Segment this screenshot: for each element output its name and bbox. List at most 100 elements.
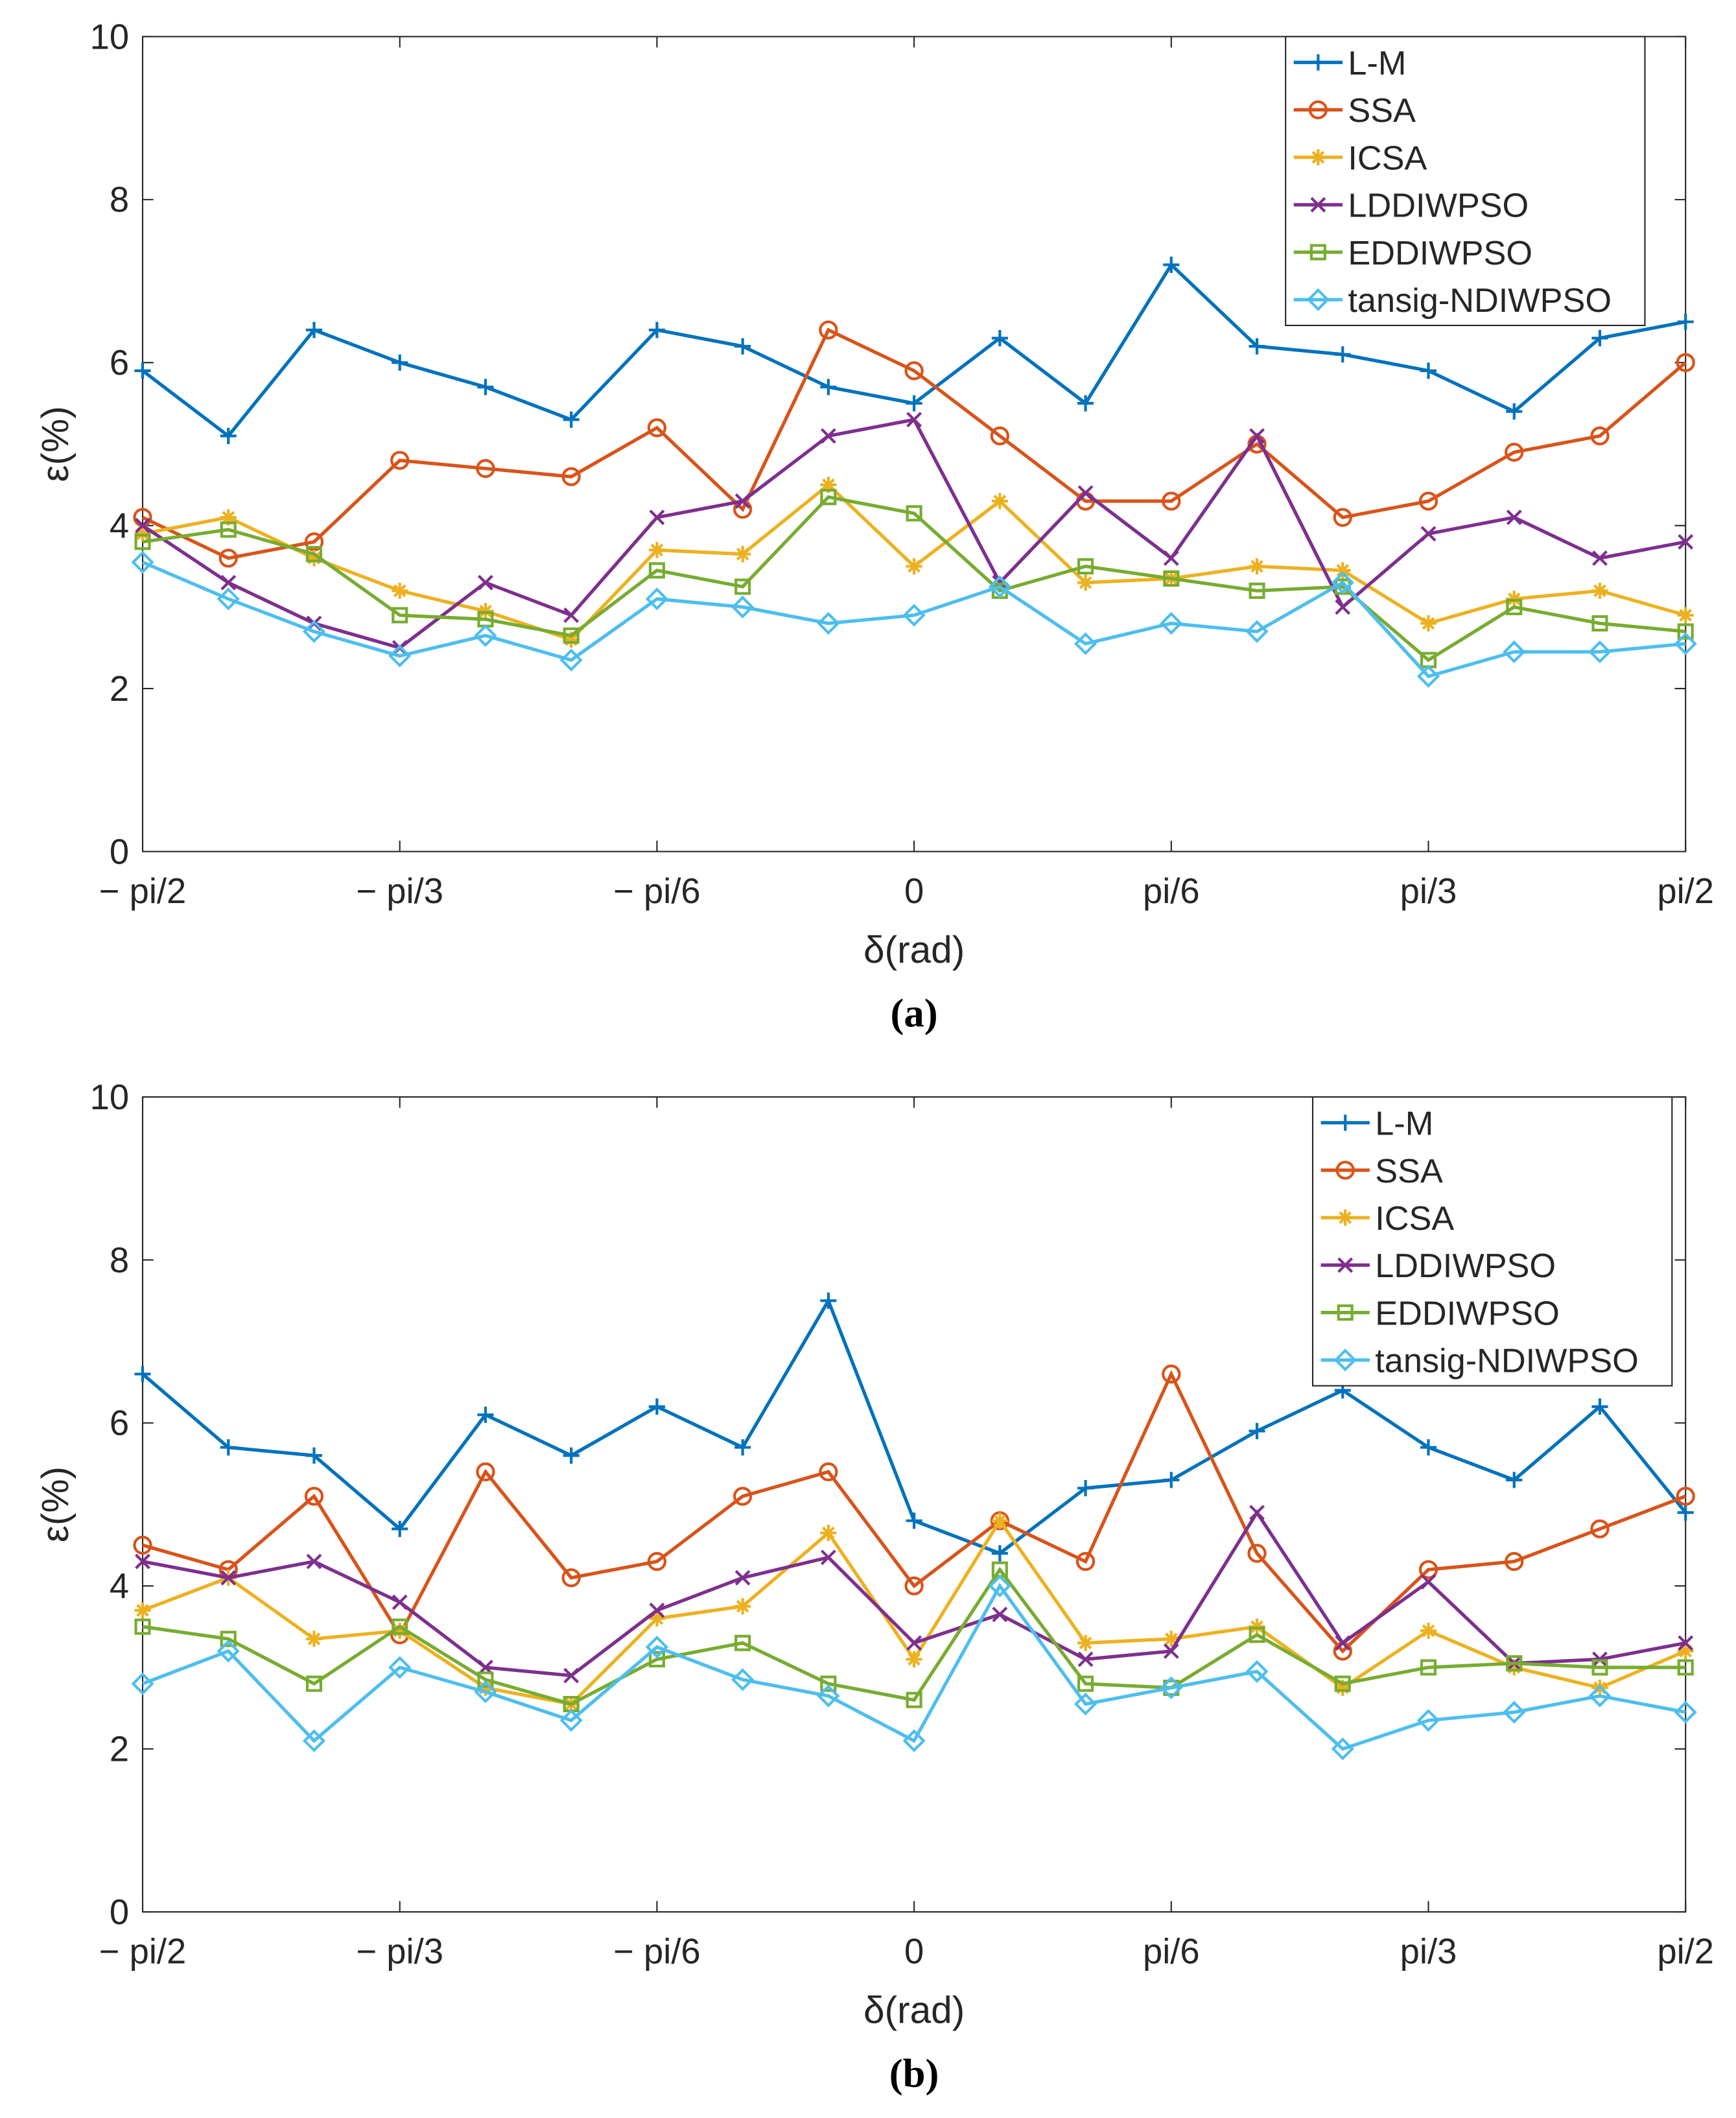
plus-marker [1420,362,1437,379]
square-marker [1077,558,1094,575]
cross-marker [992,1606,1008,1623]
x-tick-label: − pi/2 [99,1932,187,1971]
diamond-marker [817,611,840,635]
x-tick-label: − pi/3 [356,871,443,911]
square-marker [1249,1627,1265,1643]
circle-marker [1335,1160,1355,1180]
plus-marker [991,1545,1008,1562]
plus-marker [1163,256,1180,273]
cross-marker [1249,1505,1265,1521]
diamond-marker [1333,1348,1357,1372]
diamond-marker [1160,1676,1183,1699]
y-tick-label: 10 [90,17,129,56]
legend-entry: EDDIWPSO [1348,235,1532,272]
asterisk-marker [820,1525,837,1542]
circle-marker [819,320,838,340]
circle-marker [819,1462,838,1481]
series-tansig-ndiwpso [131,1574,1697,1761]
plus-marker [1591,330,1608,347]
circle-marker [647,418,667,438]
asterisk-marker [134,525,151,542]
asterisk-marker [392,1622,408,1639]
x-tick-label: 0 [904,871,924,911]
square-marker [563,627,580,644]
plus-marker [820,1292,837,1309]
asterisk-marker [991,1512,1008,1529]
x-tick-label: pi/6 [1143,1932,1200,1971]
cross-marker [1678,1635,1694,1651]
legend-entry: LDDIWPSO [1375,1247,1556,1285]
asterisk-marker [305,1630,323,1647]
diamond-marker [731,1668,755,1691]
square-marker [1309,244,1326,261]
panel-label: (b) [889,2051,939,2096]
plus-marker [392,1520,408,1537]
plus-marker [1677,1504,1694,1521]
series-tansig-ndiwpso [131,550,1697,688]
circle-marker [1505,1551,1524,1571]
cross-marker [1163,550,1179,566]
asterisk-marker [648,541,665,558]
series-line [142,1583,1686,1751]
asterisk-marker [1249,558,1265,575]
diamond-marker [217,587,240,611]
cross-marker [220,1570,237,1586]
diamond-marker [302,1729,326,1752]
plus-marker [563,411,580,428]
series-l-m [134,256,1694,444]
cross-marker [1592,1651,1608,1667]
square-marker [1337,1304,1354,1321]
y-tick-label: 4 [110,1566,129,1606]
x-tick-label: pi/2 [1657,1932,1714,1971]
circle-marker [1308,100,1328,120]
plus-marker [220,427,237,444]
asterisk-marker [1249,1618,1265,1635]
plus-marker [563,1447,580,1464]
series-l-m [134,1292,1694,1562]
cross-marker [820,428,836,444]
y-tick-label: 2 [110,669,129,709]
circle-marker [1676,353,1695,372]
plus-marker [1591,1398,1608,1415]
circle-marker [1333,508,1352,527]
legend-entry: SSA [1348,92,1416,130]
y-axis-label: ε(%) [34,406,76,482]
circle-marker [561,467,581,486]
legend-box [1285,36,1646,327]
diamond-marker [131,550,154,574]
legend-entry: L-M [1348,45,1406,82]
square-marker [220,521,237,538]
plus-marker [220,1439,237,1456]
y-tick-label: 6 [110,343,129,382]
square-marker [1163,570,1180,587]
square-marker [1677,623,1694,640]
circle-marker [476,1462,495,1481]
panel-label: (a) [891,990,938,1035]
asterisk-marker [1506,591,1523,607]
cross-marker [1678,534,1694,550]
cross-marker [1163,1643,1179,1659]
cross-marker [392,1594,408,1610]
square-marker [134,1618,151,1635]
square-marker [392,607,408,624]
plus-marker [1420,1439,1437,1456]
circle-marker [390,451,410,470]
asterisk-marker [991,493,1008,510]
y-tick-label: 6 [110,1404,129,1443]
x-tick-label: pi/2 [1657,871,1714,911]
cross-marker [563,607,580,623]
plus-marker [1249,1422,1265,1439]
diamond-marker [1503,1700,1526,1724]
plus-marker [734,1439,751,1456]
legend: L-M SSA ICSA LDDIWPSO EDDIWPSO tansig-NDIWPSO [1285,36,1646,327]
square-marker [820,1675,837,1692]
circle-marker [561,1568,581,1588]
circle-marker [1590,426,1610,446]
y-tick-label: 10 [90,1077,129,1117]
cross-marker [135,1553,150,1570]
circle-marker [304,1487,324,1506]
square-marker [134,534,151,550]
square-marker [1591,1659,1608,1676]
circle-marker [647,1551,667,1571]
square-marker [305,1675,323,1692]
